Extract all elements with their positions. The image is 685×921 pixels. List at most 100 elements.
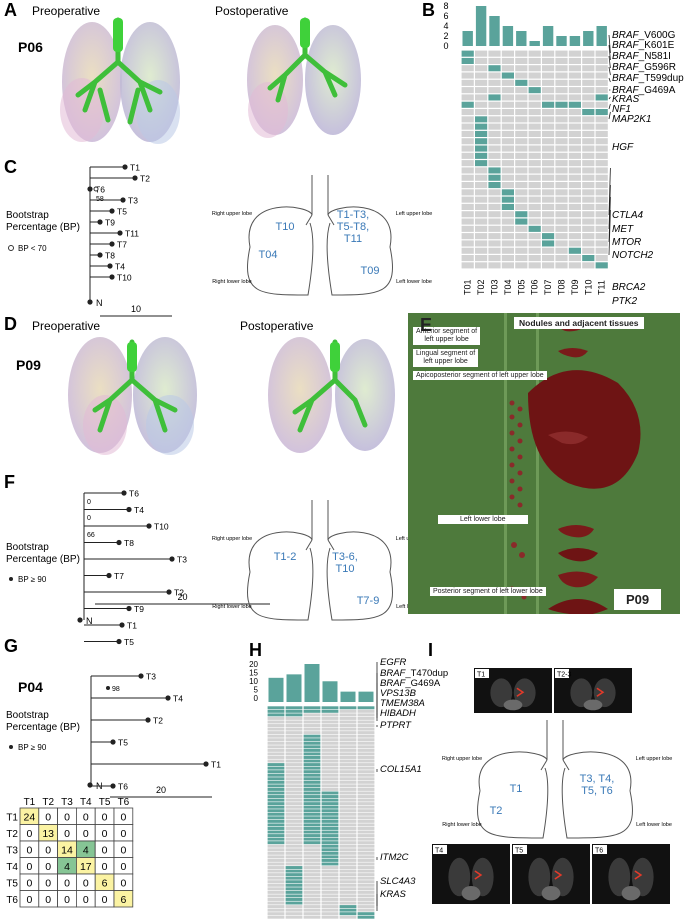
cell xyxy=(501,145,514,152)
cell xyxy=(339,834,357,838)
cell xyxy=(488,182,501,189)
cell xyxy=(357,802,375,806)
ct-lung-right xyxy=(471,857,494,897)
cell xyxy=(285,745,303,749)
cell xyxy=(555,79,568,86)
cell xyxy=(461,174,474,181)
cell xyxy=(321,713,339,717)
cell xyxy=(595,240,608,247)
cell xyxy=(475,138,488,145)
cell xyxy=(461,50,474,57)
cell xyxy=(461,79,474,86)
cell xyxy=(285,819,303,823)
cell xyxy=(515,233,528,240)
gene-label-KRAS: KRAS xyxy=(612,94,640,105)
gene-leader xyxy=(608,111,611,120)
cell xyxy=(568,174,581,181)
cell xyxy=(501,203,514,210)
cell xyxy=(528,174,541,181)
matrix-value: 24 xyxy=(24,812,36,824)
panel-h-letter: H xyxy=(249,640,262,660)
matrix-value: 0 xyxy=(120,828,126,840)
cell xyxy=(582,211,595,218)
tree-leaf-T7: T7 xyxy=(117,240,127,250)
gene-leader xyxy=(608,55,611,69)
cell xyxy=(475,189,488,196)
panel-i-ct-scans: T1 T2-3 T4 T5 T6 xyxy=(432,668,670,904)
ytick-label: 5 xyxy=(254,686,259,695)
cell xyxy=(475,262,488,269)
tree-leaf-node xyxy=(122,164,128,170)
cell xyxy=(501,50,514,57)
matrix-value: 0 xyxy=(83,894,89,906)
panel-h-gene-labels: EGFRBRAF_T470dupBRAF_G469AVPS13BTMEM38AH… xyxy=(376,657,448,911)
cell xyxy=(303,869,321,873)
matrix-value: 0 xyxy=(120,845,126,857)
cell xyxy=(595,182,608,189)
cell xyxy=(595,218,608,225)
cell xyxy=(285,848,303,852)
bp-filled-marker-g xyxy=(9,745,13,749)
tree-leaf-node xyxy=(109,241,115,247)
cell xyxy=(339,795,357,798)
ct-arrow xyxy=(554,870,563,880)
cell xyxy=(303,837,321,841)
tree-leaf-node xyxy=(97,219,103,225)
cell xyxy=(555,65,568,72)
cell xyxy=(357,812,375,816)
cell xyxy=(501,174,514,181)
cell xyxy=(285,727,303,731)
cell xyxy=(357,827,375,830)
scale-label: 20 xyxy=(156,785,166,795)
cell xyxy=(528,262,541,269)
cell xyxy=(321,841,339,845)
cell xyxy=(321,745,339,749)
cell xyxy=(542,116,555,123)
cell xyxy=(582,262,595,269)
cell xyxy=(267,816,285,820)
cell xyxy=(321,869,339,873)
cell xyxy=(582,145,595,152)
panel-f-legend-item: BP ≥ 90 xyxy=(18,575,47,584)
cell xyxy=(339,777,357,781)
cell xyxy=(285,759,303,763)
gene-leader xyxy=(608,66,611,76)
gene-label-NF1: NF1 xyxy=(612,104,631,115)
cell xyxy=(267,706,285,710)
matrix-value: 0 xyxy=(45,894,51,906)
tree-leaf-T1: T1 xyxy=(127,621,137,631)
cell xyxy=(595,233,608,240)
cell xyxy=(528,87,541,94)
cell xyxy=(475,50,488,57)
bp-value: 0 xyxy=(87,499,91,506)
cell xyxy=(488,189,501,196)
cell xyxy=(528,50,541,57)
cell xyxy=(267,894,285,898)
cell xyxy=(555,182,568,189)
cell xyxy=(303,802,321,806)
cell xyxy=(501,65,514,72)
cell xyxy=(501,79,514,86)
tree-leaf-node xyxy=(110,739,116,745)
cell xyxy=(475,211,488,218)
cell xyxy=(555,211,568,218)
cell xyxy=(321,777,339,781)
cell xyxy=(501,233,514,240)
lung-render-d-pre xyxy=(68,337,197,455)
cell xyxy=(303,908,321,912)
tumor-label-rul: T10 xyxy=(276,221,295,233)
cell xyxy=(555,50,568,57)
cell xyxy=(267,756,285,759)
cell xyxy=(339,858,357,862)
cell xyxy=(303,795,321,798)
cell xyxy=(582,101,595,108)
cell xyxy=(339,844,357,848)
cell xyxy=(321,837,339,841)
cell xyxy=(321,731,339,735)
cell xyxy=(357,915,375,919)
cell xyxy=(568,109,581,116)
cell xyxy=(285,731,303,735)
cell xyxy=(267,844,285,848)
bar-T01 xyxy=(304,664,320,702)
